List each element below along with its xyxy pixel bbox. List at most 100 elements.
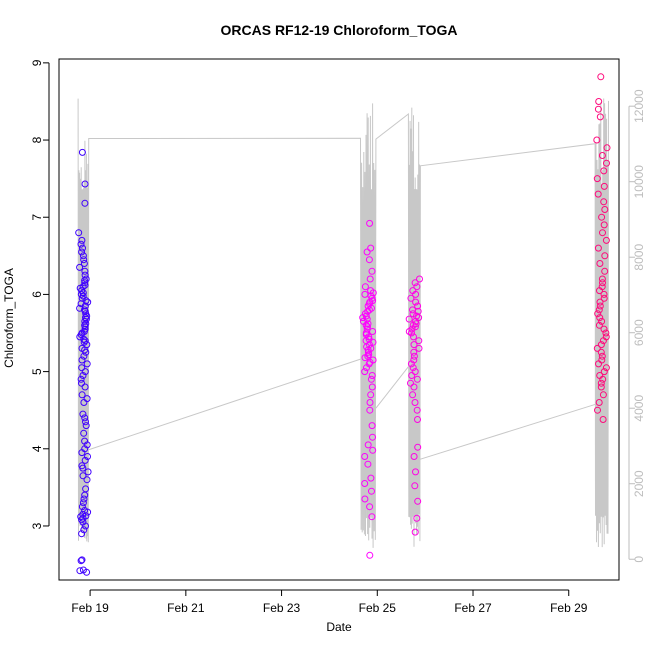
data-point [78,364,86,372]
data-point [78,391,86,399]
data-point [596,314,604,322]
data-point [595,306,603,314]
data-point [80,260,88,267]
data-point [77,375,85,383]
data-point [411,279,419,287]
data-point [366,399,374,406]
data-point [600,198,608,206]
data-point [599,229,606,237]
data-point [594,406,601,414]
data-point [364,460,372,468]
data-point [84,298,92,306]
data-point [82,485,90,493]
data-point [593,344,601,352]
data-point [364,441,372,449]
x-tick-label: Feb 29 [550,601,588,615]
data-point [595,321,603,329]
data-point [361,368,369,376]
y2-tick-label: 4000 [632,395,646,422]
data-point [366,406,374,414]
data-point [82,418,89,426]
x-tick-label: Feb 27 [454,601,492,615]
data-point [365,256,373,264]
data-point [80,338,88,346]
data-point [361,283,369,291]
data-point [411,399,419,406]
data-point [603,159,610,167]
y-tick-label: 9 [30,59,44,66]
data-point [600,221,608,229]
data-point [595,98,603,105]
data-point [409,306,416,314]
data-point [598,356,606,364]
data-point [600,325,608,333]
data-point [361,495,369,503]
data-point [78,236,86,244]
data-point [368,372,376,379]
data-point [363,325,371,333]
data-point [367,375,375,383]
data-point [364,323,371,331]
data-point [410,352,418,360]
data-point [359,317,367,325]
data-point [78,530,86,538]
data-point [410,348,418,356]
data-point [410,356,418,364]
data-point [413,406,421,414]
data-point [410,453,418,460]
data-point [411,528,419,536]
data-point [601,206,609,213]
data-point [83,395,91,403]
data-point [414,302,422,310]
y-tick-label: 8 [30,136,44,143]
data-point [79,372,87,379]
data-point [600,290,608,298]
data-point [81,437,89,445]
data-point [80,495,88,503]
data-point [598,152,606,159]
data-point [597,379,605,387]
altitude-transit-line [88,358,361,451]
data-point [596,302,604,310]
altitude-trace-layer [77,98,609,548]
data-point [414,416,421,423]
data-point [594,190,602,198]
data-point [78,462,86,470]
data-point [79,283,87,291]
data-point [78,556,86,564]
data-point [367,344,375,352]
y2-tick-label: 6000 [632,319,646,346]
data-point [410,383,418,391]
y2-tick-label: 10000 [632,165,646,199]
data-point [361,480,369,487]
data-point [367,287,375,295]
data-point [82,315,90,323]
data-point [603,144,611,152]
data-point [82,275,90,283]
data-point [81,306,88,314]
data-point [413,283,421,291]
data-point [81,321,89,329]
data-points-layer [75,73,611,576]
data-point [598,275,606,283]
data-point [407,294,415,302]
data-point [79,499,87,507]
data-point [76,263,84,271]
data-point [597,73,605,81]
data-point [81,267,89,275]
data-point [368,422,376,430]
data-point [366,219,374,227]
data-point [79,410,87,418]
data-point [361,290,369,298]
y2-tick-label: 2000 [632,470,646,497]
data-point [366,503,374,511]
data-point [410,341,418,349]
data-point [412,468,419,476]
data-point [599,391,607,399]
data-point [596,298,604,306]
y-tick-label: 4 [30,445,44,452]
data-point [82,422,90,430]
data-point [365,351,373,359]
data-point [414,443,422,451]
data-point [81,199,89,207]
